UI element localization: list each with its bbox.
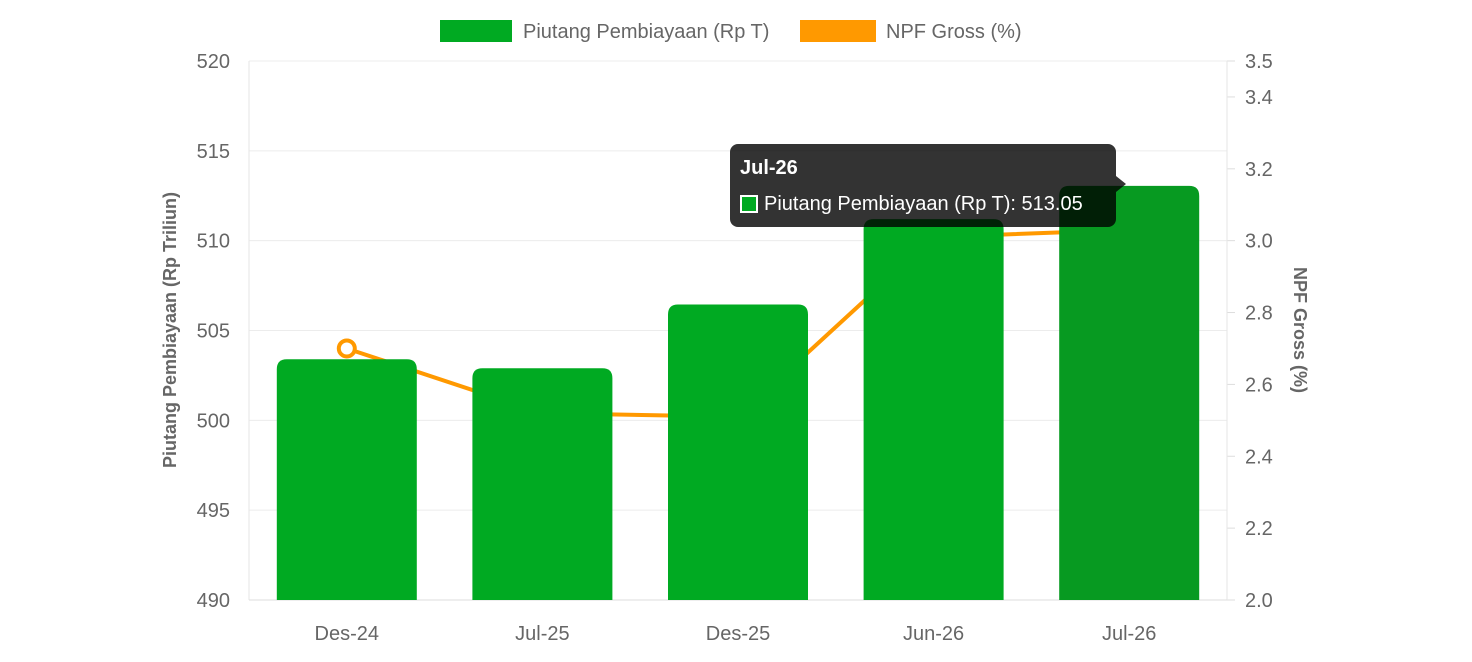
- y-right-tick-label: 2.6: [1245, 374, 1273, 396]
- bar-piutang: [472, 368, 613, 600]
- tooltip-label: Piutang Pembiayaan (Rp T): 513.05: [764, 193, 1083, 215]
- y-right-tick-label: 3.2: [1245, 159, 1273, 181]
- y-right-tick-label: 3.0: [1245, 231, 1273, 253]
- y-right-tick-label: 2.2: [1245, 518, 1273, 540]
- y-right-tick-label: 2.8: [1245, 303, 1273, 325]
- x-tick-label: Des-24: [315, 623, 379, 645]
- y-left-tick-label: 520: [197, 51, 230, 73]
- tooltip-swatch: [740, 195, 758, 213]
- y-right-tick-label: 3.5: [1245, 51, 1273, 73]
- tooltip-caret: [1116, 176, 1126, 192]
- y-right-tick-label: 2.0: [1245, 590, 1273, 612]
- bar-piutang: [863, 219, 1004, 600]
- legend-label-piutang: Piutang Pembiayaan (Rp T): [523, 21, 769, 43]
- legend-label-npf: NPF Gross (%): [886, 21, 1022, 43]
- x-tick-label: Des-25: [706, 623, 770, 645]
- legend-swatch-piutang: [440, 20, 512, 42]
- y-left-tick-label: 490: [197, 590, 230, 612]
- y-left-axis-title: Piutang Pembiayaan (Rp Triliun): [160, 192, 180, 468]
- y-left-tick-label: 505: [197, 321, 230, 343]
- tooltip-row: Piutang Pembiayaan (Rp T): 513.05: [740, 192, 1106, 216]
- bar-piutang: [276, 359, 417, 600]
- y-left-tick-label: 515: [197, 141, 230, 163]
- legend-swatch-npf: [800, 20, 876, 42]
- npf-point: [336, 338, 357, 359]
- x-tick-label: Jun-26: [903, 623, 964, 645]
- bar-piutang: [1059, 185, 1200, 600]
- y-left-tick-label: 495: [197, 500, 230, 522]
- x-tick-label: Jul-25: [515, 623, 569, 645]
- x-tick-label: Jul-26: [1102, 623, 1156, 645]
- y-right-tick-label: 3.4: [1245, 87, 1273, 109]
- y-left-tick-label: 510: [197, 231, 230, 253]
- y-right-tick-label: 2.4: [1245, 446, 1273, 468]
- tooltip-title: Jul-26: [740, 157, 798, 179]
- y-right-axis-title: NPF Gross (%): [1290, 267, 1310, 393]
- bar-piutang: [668, 304, 808, 600]
- y-left-tick-label: 500: [197, 410, 230, 432]
- chart-tooltip: Jul-26 Piutang Pembiayaan (Rp T): 513.05: [730, 144, 1126, 227]
